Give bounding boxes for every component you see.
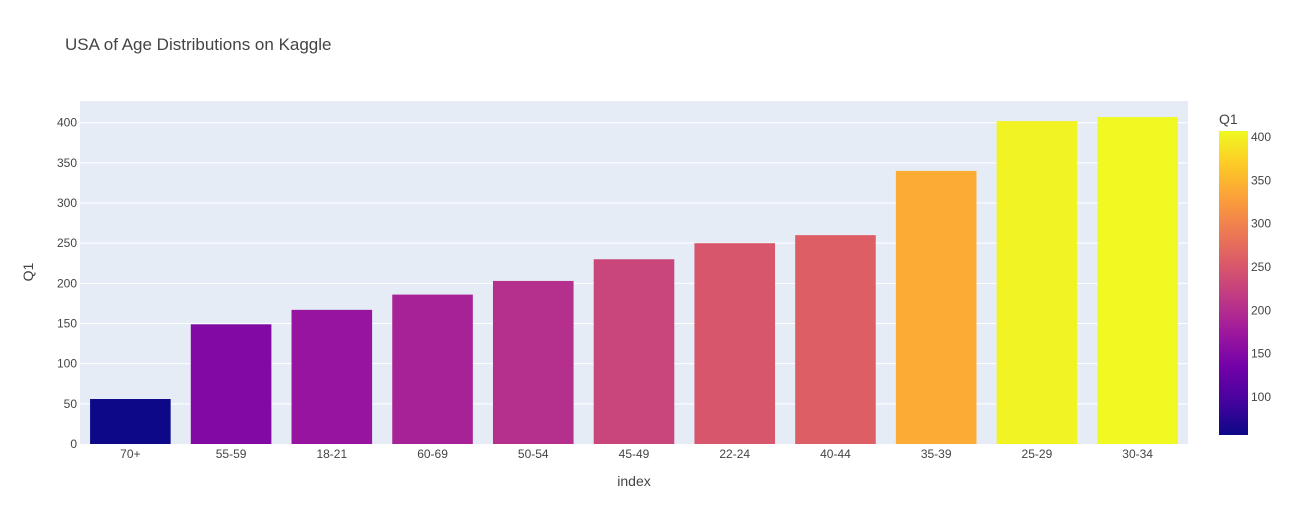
colorbar-title: Q1 (1219, 111, 1238, 127)
bar[interactable] (996, 121, 1078, 444)
colorbar-tick-label: 250 (1251, 260, 1271, 274)
x-axis-ticks: 70+ 55-59 18-21 60-69 50-54 45-49 22-24 40-44 35… (120, 447, 1153, 461)
y-tick-label: 300 (57, 196, 77, 210)
y-tick-label: 350 (57, 156, 77, 170)
bars (90, 117, 1178, 444)
colorbar-tick-label: 400 (1251, 130, 1271, 144)
bar[interactable] (190, 324, 272, 444)
chart-title: USA of Age Distributions on Kaggle (65, 35, 332, 54)
bar[interactable] (694, 243, 776, 444)
x-tick-label: 22-24 (719, 447, 750, 461)
x-tick-label: 70+ (120, 447, 140, 461)
colorbar-tick-label: 200 (1251, 303, 1271, 317)
y-tick-label: 200 (57, 276, 77, 290)
colorbar-tick-label: 150 (1251, 347, 1271, 361)
bar[interactable] (291, 309, 373, 444)
colorbar-tick-label: 300 (1251, 217, 1271, 231)
bar[interactable] (895, 170, 977, 444)
y-tick-label: 0 (70, 437, 77, 451)
x-axis-title: index (617, 473, 650, 489)
colorbar (1219, 131, 1248, 435)
y-tick-label: 400 (57, 116, 77, 130)
bar[interactable] (1097, 117, 1178, 444)
x-tick-label: 18-21 (316, 447, 347, 461)
x-tick-label: 55-59 (216, 447, 247, 461)
x-tick-label: 50-54 (518, 447, 549, 461)
y-axis-ticks: 0 50 100 150 200 250 300 350 400 (57, 116, 77, 451)
y-tick-label: 100 (57, 357, 77, 371)
x-tick-label: 45-49 (619, 447, 650, 461)
x-tick-label: 35-39 (921, 447, 952, 461)
x-tick-label: 25-29 (1022, 447, 1053, 461)
x-tick-label: 60-69 (417, 447, 448, 461)
y-axis-title: Q1 (20, 262, 36, 281)
bar[interactable] (90, 399, 171, 444)
x-tick-label: 30-34 (1122, 447, 1153, 461)
colorbar-tick-label: 350 (1251, 173, 1271, 187)
bar[interactable] (795, 235, 876, 444)
colorbar-tick-label: 100 (1251, 390, 1271, 404)
y-tick-label: 250 (57, 236, 77, 250)
x-tick-label: 40-44 (820, 447, 851, 461)
bar[interactable] (392, 294, 473, 444)
colorbar-ticks: 100 150 200 250 300 350 400 (1251, 130, 1271, 404)
bar[interactable] (492, 280, 574, 444)
y-tick-label: 150 (57, 317, 77, 331)
bar[interactable] (593, 259, 675, 444)
y-tick-label: 50 (64, 397, 78, 411)
